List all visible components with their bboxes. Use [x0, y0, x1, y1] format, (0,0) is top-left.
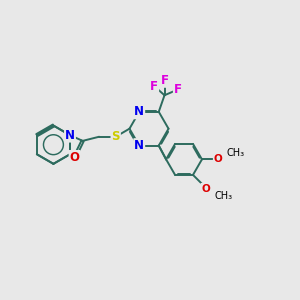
Text: O: O: [201, 184, 210, 194]
Text: F: F: [150, 80, 158, 93]
Text: F: F: [174, 83, 182, 96]
Text: N: N: [134, 139, 144, 152]
Text: N: N: [65, 129, 75, 142]
Text: O: O: [214, 154, 223, 164]
Text: F: F: [160, 74, 169, 87]
Text: O: O: [70, 151, 80, 164]
Text: S: S: [112, 130, 120, 143]
Text: N: N: [134, 105, 144, 118]
Text: CH₃: CH₃: [214, 191, 232, 201]
Text: CH₃: CH₃: [227, 148, 245, 158]
